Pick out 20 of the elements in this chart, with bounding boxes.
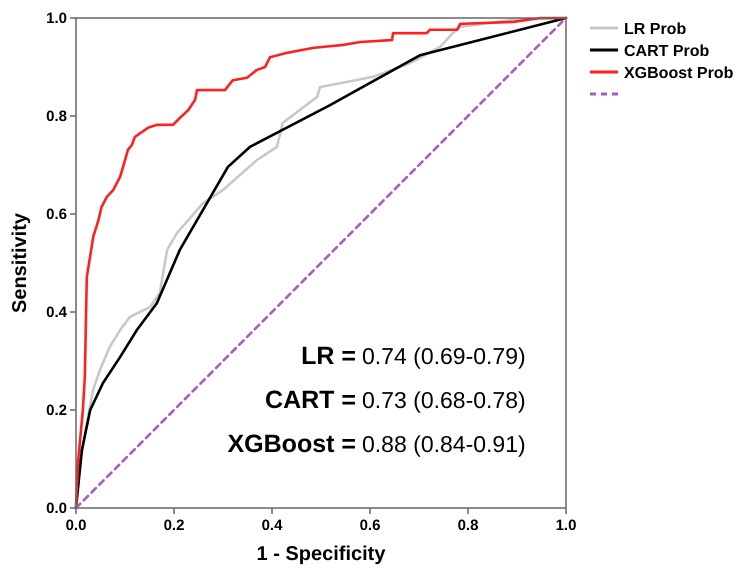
legend-label: LR Prob: [624, 21, 686, 38]
x-axis-title: 1 - Specificity: [256, 543, 386, 565]
x-tick-label: 0.2: [164, 517, 184, 534]
x-tick-label: 1.0: [556, 517, 576, 534]
y-tick-label: 1.0: [46, 10, 67, 27]
y-tick-label: 0.0: [46, 500, 67, 517]
y-tick-label: 0.6: [46, 206, 67, 223]
legend-label: XGBoost Prob: [624, 65, 734, 82]
annotation: CART = 0.73 (0.68-0.78): [265, 386, 526, 414]
annotation: XGBoost = 0.88 (0.84-0.91): [228, 430, 526, 458]
y-axis-title: Sensitivity: [9, 212, 31, 314]
x-tick-label: 0.4: [262, 517, 284, 534]
x-tick-label: 0.6: [360, 517, 380, 534]
annotation: LR = 0.74 (0.69-0.79): [301, 342, 526, 370]
y-tick-label: 0.4: [46, 304, 68, 321]
x-tick-label: 0.8: [458, 517, 478, 534]
legend-label: CART Prob: [624, 43, 710, 60]
y-tick-label: 0.2: [46, 402, 67, 419]
x-tick-label: 0.0: [66, 517, 86, 534]
y-tick-label: 0.8: [46, 108, 67, 125]
